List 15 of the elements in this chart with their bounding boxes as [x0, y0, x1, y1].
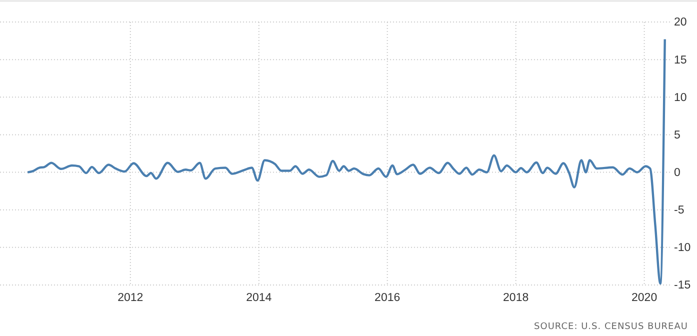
x-tick-label: 2012	[118, 292, 144, 304]
x-tick-label: 2016	[374, 292, 400, 304]
y-tick-label: 5	[674, 129, 680, 142]
y-tick-label: 20	[674, 16, 687, 29]
y-tick-label: 10	[674, 92, 687, 104]
source-note: SOURCE: U.S. CENSUS BUREAU	[534, 322, 688, 332]
y-tick-label: 15	[674, 54, 687, 66]
x-tick-label: 2018	[503, 292, 529, 304]
y-tick-label: -10	[674, 242, 691, 254]
x-tick-label: 2014	[246, 292, 272, 304]
x-tick-label: 2020	[632, 292, 658, 304]
line-series	[26, 38, 666, 285]
y-tick-label: -5	[674, 204, 684, 217]
y-tick-label: 0	[674, 166, 680, 179]
y-tick-label: -15	[674, 280, 691, 292]
